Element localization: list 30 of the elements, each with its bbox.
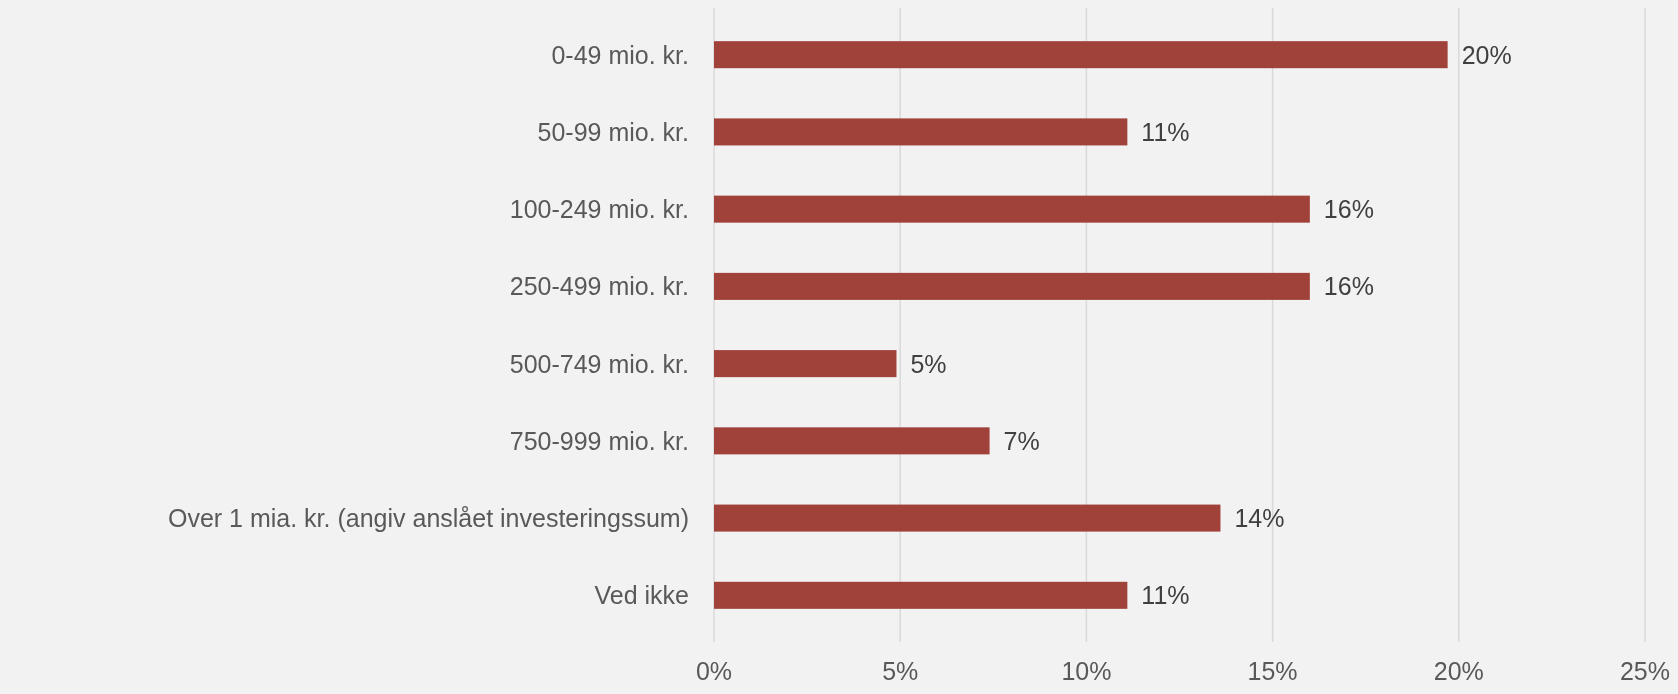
x-tick-label: 25%	[1619, 657, 1671, 685]
bar	[714, 350, 897, 378]
data-label: 14%	[1234, 504, 1285, 533]
data-label: 11%	[1141, 117, 1190, 146]
bar	[714, 427, 990, 455]
y-tick-label: 750-999 mio. kr.	[509, 426, 689, 455]
data-label: 16%	[1323, 272, 1374, 301]
bar	[714, 41, 1448, 69]
bar	[714, 272, 1310, 300]
bar	[714, 195, 1310, 223]
y-tick-label: 100-249 mio. kr.	[509, 195, 689, 224]
x-tick-label: 20%	[1433, 657, 1484, 685]
y-tick-label: Ved ikke	[594, 581, 689, 610]
data-label: 16%	[1323, 195, 1374, 224]
bar	[714, 581, 1128, 609]
x-tick-label: 0%	[695, 657, 733, 685]
y-tick-label: 50-99 mio. kr.	[537, 117, 689, 146]
bar	[714, 504, 1221, 532]
data-label: 7%	[1003, 426, 1040, 455]
y-tick-label: 250-499 mio. kr.	[509, 272, 689, 301]
y-tick-label: 0-49 mio. kr.	[551, 40, 689, 69]
x-tick-label: 15%	[1247, 657, 1298, 685]
y-tick-label: Over 1 mia. kr. (angiv anslået investeringssum)	[167, 504, 689, 533]
data-label: 5%	[910, 349, 947, 378]
y-tick-label: 500-749 mio. kr.	[509, 349, 689, 378]
data-label: 11%	[1141, 581, 1190, 610]
x-tick-label: 5%	[882, 657, 919, 685]
x-tick-label: 10%	[1061, 657, 1112, 685]
bar	[714, 118, 1128, 146]
data-label: 20%	[1461, 40, 1512, 69]
